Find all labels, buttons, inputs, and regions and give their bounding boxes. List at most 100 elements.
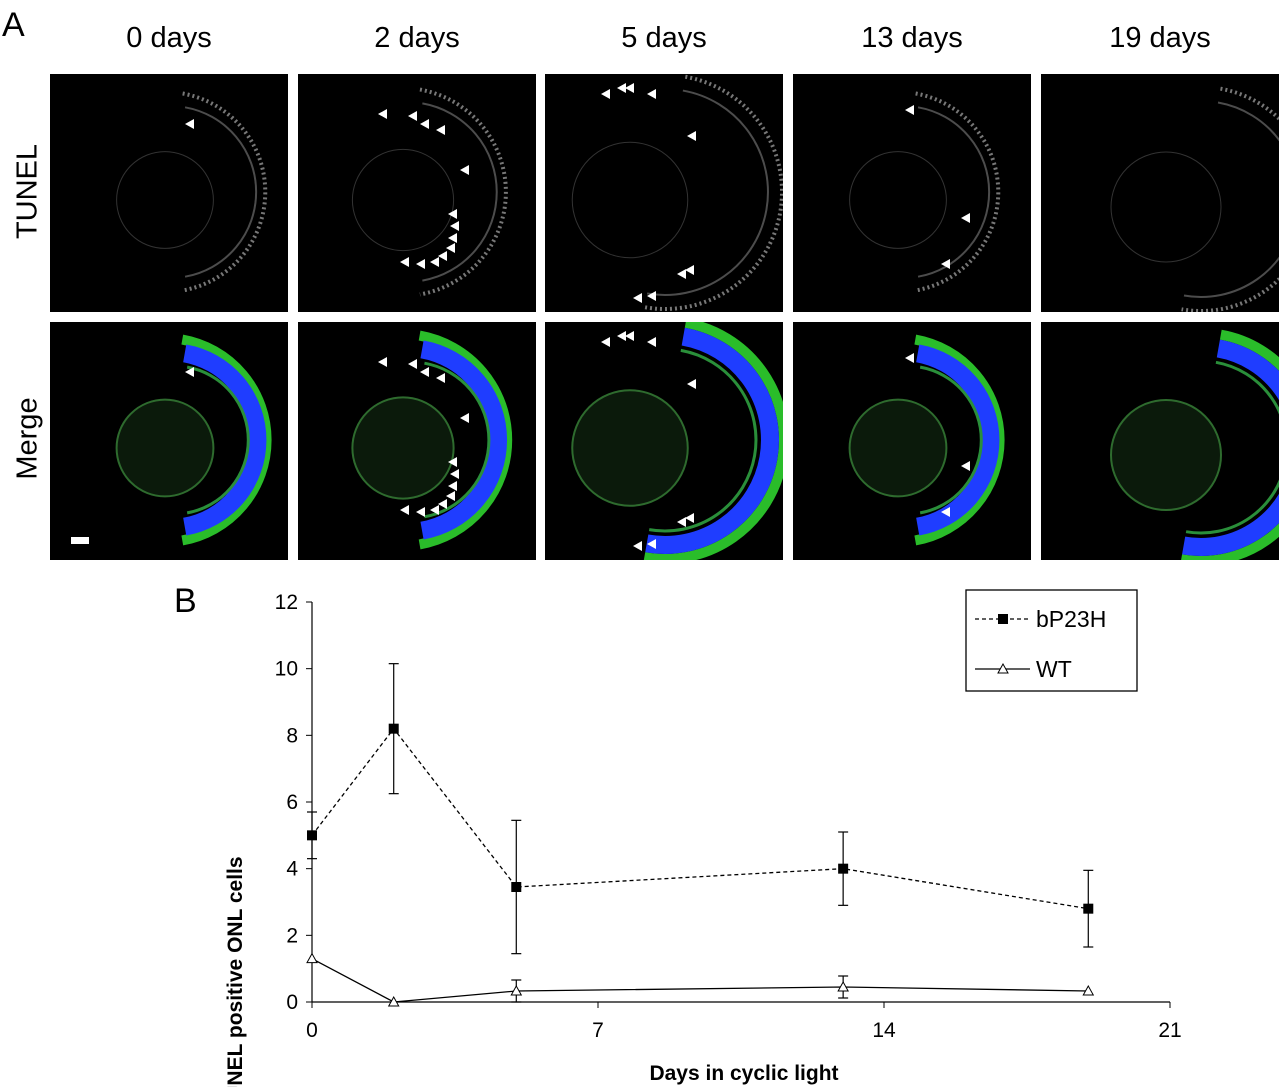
arrowhead-icon — [647, 337, 656, 347]
arrowhead-icon — [685, 265, 694, 275]
lens-outline — [849, 151, 947, 249]
tunel-image-13-days — [793, 74, 1031, 312]
arrowhead-icon — [687, 379, 696, 389]
arrowhead-icon — [438, 499, 447, 509]
arrowhead-icon — [448, 233, 457, 243]
merge-image-19-days — [1041, 322, 1279, 560]
lens — [1110, 399, 1222, 511]
tunel-image-5-days — [545, 74, 783, 312]
data-point-bP23H — [307, 830, 317, 841]
arrowhead-icon — [905, 353, 914, 363]
arrowhead-icon — [448, 209, 457, 219]
x-tick-label: 21 — [1158, 1019, 1181, 1042]
timepoint-label-13: 13 days — [861, 22, 963, 54]
legend-marker-bP23H — [998, 614, 1008, 624]
arrowhead-icon — [460, 413, 469, 423]
arrowhead-icon — [185, 119, 194, 129]
arrowhead-icon — [617, 83, 626, 93]
data-point-WT — [837, 980, 849, 992]
arrowhead-icon — [633, 541, 642, 551]
arrowhead-icon — [448, 481, 457, 491]
x-tick-label: 0 — [306, 1019, 318, 1042]
arrowhead-icon — [677, 517, 686, 527]
lens-outline — [351, 148, 455, 252]
inner-retina — [1185, 360, 1279, 535]
arrowhead-icon — [961, 461, 970, 471]
lens-outline — [116, 151, 214, 249]
arrowhead-icon — [408, 111, 417, 121]
data-point-WT — [510, 984, 523, 996]
nuclear-layer — [183, 344, 267, 536]
arrowhead-icon — [941, 259, 950, 269]
row-label-merge: Merge — [11, 397, 44, 480]
data-point-bP23H — [838, 863, 849, 874]
series-line-bP23H — [311, 727, 1089, 910]
lens — [115, 398, 215, 498]
arrowhead-icon — [446, 491, 455, 501]
arrowhead-icon — [647, 539, 656, 549]
arrowhead-icon — [436, 373, 445, 383]
legend-box — [965, 589, 1138, 692]
y-tick-label: 6 — [286, 791, 298, 814]
data-point-bP23H — [511, 882, 522, 892]
merge-image-2-days — [298, 322, 536, 560]
y-tick-label: 12 — [275, 591, 298, 614]
inner-retina — [186, 365, 250, 515]
timepoint-label-5: 5 days — [621, 22, 707, 54]
arrowhead-icon — [448, 457, 457, 467]
merge-image-5-days — [545, 322, 783, 560]
photoreceptor-layer — [643, 322, 783, 560]
lens — [571, 389, 689, 507]
lens — [848, 398, 948, 498]
tunel-image-2-days — [298, 74, 536, 312]
timepoint-label-2: 2 days — [374, 22, 460, 54]
tunel-image-0-days — [50, 74, 288, 312]
arrowhead-icon — [687, 131, 696, 141]
series-WT — [306, 952, 1095, 1007]
tunel-inner-layer — [917, 106, 991, 278]
arrowhead-icon — [647, 89, 656, 99]
arrowhead-icon — [460, 165, 469, 175]
arrowhead-icon — [601, 89, 610, 99]
arrowhead-icon — [677, 269, 686, 279]
row-label-tunel: TUNEL — [11, 143, 44, 240]
tunel-inner-layer — [1183, 101, 1279, 298]
data-point-WT — [1082, 984, 1095, 996]
arrowhead-icon — [685, 513, 694, 523]
arrowhead-icon — [400, 257, 409, 267]
lens-outline — [1110, 151, 1222, 263]
arrowhead-icon — [617, 331, 626, 341]
legend-label-bP23H: bP23H — [1036, 606, 1106, 632]
arrowhead-icon — [438, 251, 447, 261]
y-tick-label: 4 — [286, 858, 298, 881]
arrowhead-icon — [647, 291, 656, 301]
arrowhead-icon — [450, 469, 459, 479]
arrowhead-icon — [416, 507, 425, 517]
x-axis-label: Days in cyclic light — [649, 1062, 838, 1085]
nuclear-layer — [420, 340, 507, 540]
y-tick-label: 8 — [286, 724, 298, 747]
tunel-line-chart: 0 2 4 6 8 10 12 0 7 14 21 bP23H WT TUNEL positive O… — [224, 589, 1182, 1087]
arrowhead-icon — [420, 119, 429, 129]
arrowhead-icon — [430, 505, 439, 515]
legend-marker-WT — [997, 662, 1009, 674]
y-tick-label: 2 — [286, 924, 298, 947]
data-point-WT — [306, 952, 318, 964]
y-tick-label: 10 — [275, 658, 298, 681]
arrowhead-icon — [378, 109, 387, 119]
data-point-bP23H — [1083, 903, 1094, 914]
tunel-outer-layer — [644, 74, 783, 311]
lens-outline — [571, 141, 689, 259]
tunel-outer-layer — [915, 91, 1001, 293]
inner-retina — [919, 365, 983, 515]
arrowhead-icon — [408, 359, 417, 369]
panel-b-letter: B — [174, 582, 197, 620]
arrowhead-icon — [905, 105, 914, 115]
x-tick-label: 7 — [592, 1019, 604, 1042]
timepoint-label-19: 19 days — [1109, 22, 1211, 54]
arrowhead-icon — [450, 221, 459, 231]
timepoint-label-0: 0 days — [126, 22, 212, 54]
tunel-outer-layer — [182, 91, 268, 293]
tunel-outer-layer — [1181, 86, 1279, 312]
photoreceptor-layer — [914, 334, 1005, 546]
